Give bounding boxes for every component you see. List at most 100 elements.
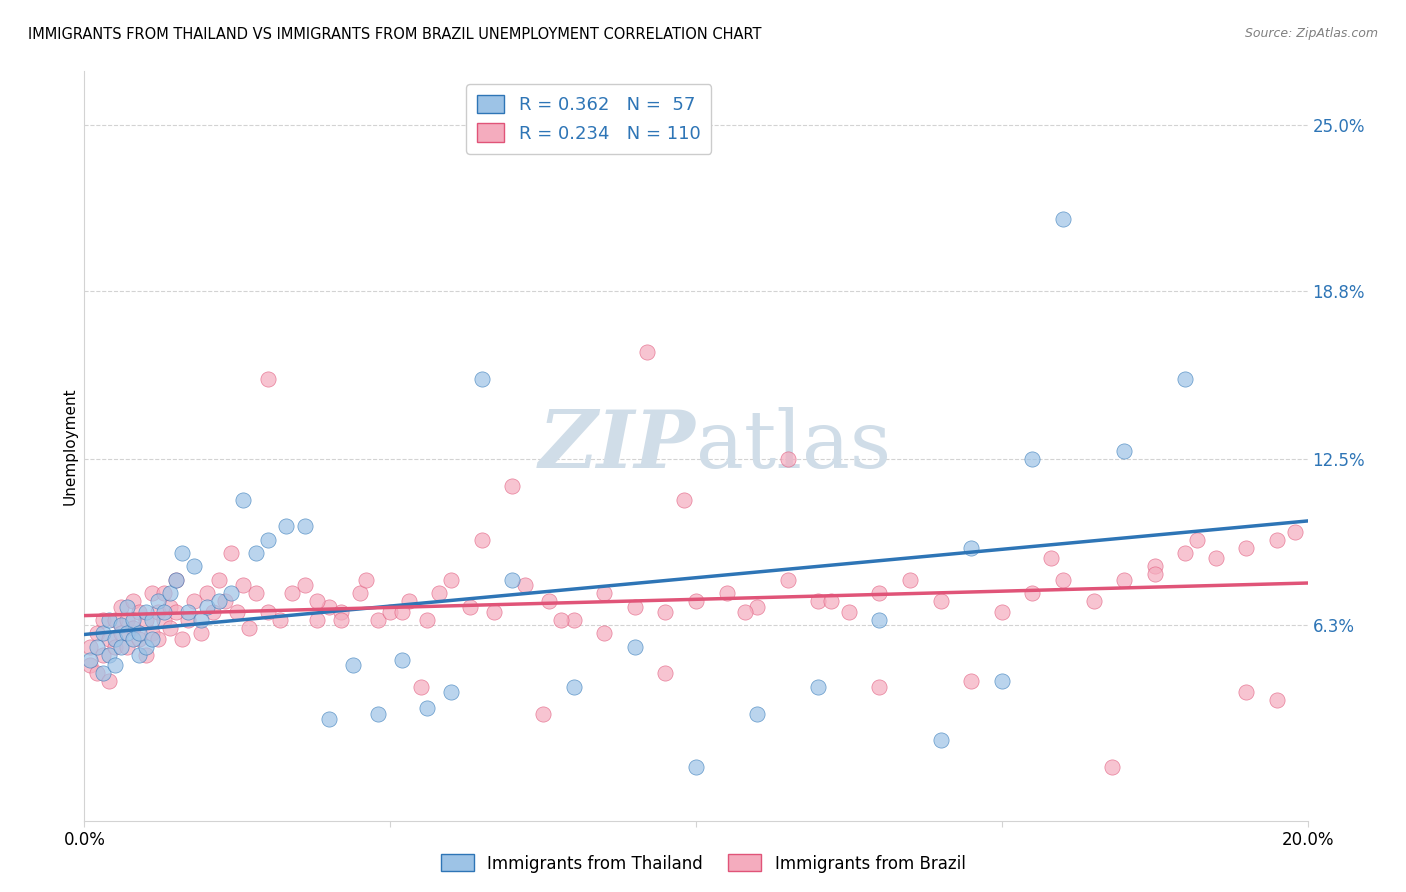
Point (153, 613, 176, 627)
Point (929, 733, 952, 747)
Point (960, 674, 983, 689)
Point (427, 586, 450, 600)
Point (104, 613, 127, 627)
Y-axis label: Unemployment: Unemployment (62, 387, 77, 505)
Point (122, 594, 145, 608)
Point (747, 599, 769, 614)
Point (91, 613, 114, 627)
Point (747, 706, 769, 721)
Point (195, 599, 218, 614)
Point (115, 613, 138, 627)
Point (869, 613, 891, 627)
Point (110, 640, 132, 654)
Point (416, 701, 439, 715)
Point (232, 492, 254, 507)
Point (398, 594, 420, 608)
Point (91, 666, 114, 681)
Point (135, 648, 157, 662)
Point (135, 640, 157, 654)
Point (367, 706, 389, 721)
Point (269, 613, 291, 627)
Point (531, 706, 554, 721)
Point (367, 613, 389, 627)
Point (318, 599, 340, 614)
Point (122, 621, 145, 635)
Point (245, 546, 267, 560)
Text: ZIP: ZIP (538, 408, 696, 484)
Point (562, 680, 585, 694)
Point (685, 594, 707, 608)
Point (195, 586, 218, 600)
Point (238, 621, 260, 635)
Point (1187, 533, 1209, 547)
Point (86, 626, 108, 640)
Point (172, 632, 194, 646)
Point (110, 599, 132, 614)
Point (807, 680, 830, 694)
Point (219, 546, 242, 560)
Point (380, 605, 402, 619)
Point (593, 586, 616, 600)
Point (257, 533, 280, 547)
Point (115, 599, 138, 614)
Point (502, 479, 524, 493)
Point (146, 605, 169, 619)
Point (79, 658, 101, 673)
Point (1236, 685, 1258, 699)
Legend: R = 0.362   N =  57, R = 0.234   N = 110: R = 0.362 N = 57, R = 0.234 N = 110 (467, 84, 711, 153)
Point (177, 605, 200, 619)
Point (440, 685, 463, 699)
Point (513, 578, 536, 592)
Point (1114, 444, 1136, 458)
Point (141, 632, 163, 646)
Point (219, 586, 242, 600)
Point (110, 626, 132, 640)
Point (97, 648, 120, 662)
Point (91, 626, 114, 640)
Point (86, 640, 108, 654)
Point (349, 586, 371, 600)
Point (502, 573, 524, 587)
Point (440, 573, 463, 587)
Point (409, 680, 432, 694)
Point (1205, 551, 1227, 566)
Point (86, 666, 108, 681)
Point (122, 613, 145, 627)
Point (128, 632, 150, 646)
Point (226, 605, 249, 619)
Point (391, 605, 413, 619)
Point (929, 594, 952, 608)
Point (1114, 573, 1136, 587)
Point (807, 594, 830, 608)
Point (869, 586, 891, 600)
Point (294, 519, 316, 533)
Point (172, 546, 194, 560)
Point (354, 573, 377, 587)
Point (128, 648, 150, 662)
Point (305, 613, 328, 627)
Point (318, 712, 340, 726)
Point (1021, 452, 1043, 467)
Point (159, 586, 181, 600)
Point (104, 658, 127, 673)
Text: IMMIGRANTS FROM THAILAND VS IMMIGRANTS FROM BRAZIL UNEMPLOYMENT CORRELATION CHAR: IMMIGRANTS FROM THAILAND VS IMMIGRANTS F… (28, 27, 762, 42)
Point (685, 760, 707, 774)
Point (141, 586, 163, 600)
Point (1236, 541, 1258, 555)
Point (104, 640, 127, 654)
Point (838, 605, 860, 619)
Point (1052, 573, 1074, 587)
Point (869, 680, 891, 694)
Point (110, 618, 132, 632)
Point (97, 613, 120, 627)
Point (208, 594, 231, 608)
Point (734, 605, 756, 619)
Point (294, 578, 316, 592)
Point (91, 648, 114, 662)
Point (471, 533, 494, 547)
Point (330, 605, 353, 619)
Point (471, 372, 494, 386)
Point (1284, 524, 1306, 539)
Text: atlas: atlas (696, 407, 891, 485)
Point (128, 626, 150, 640)
